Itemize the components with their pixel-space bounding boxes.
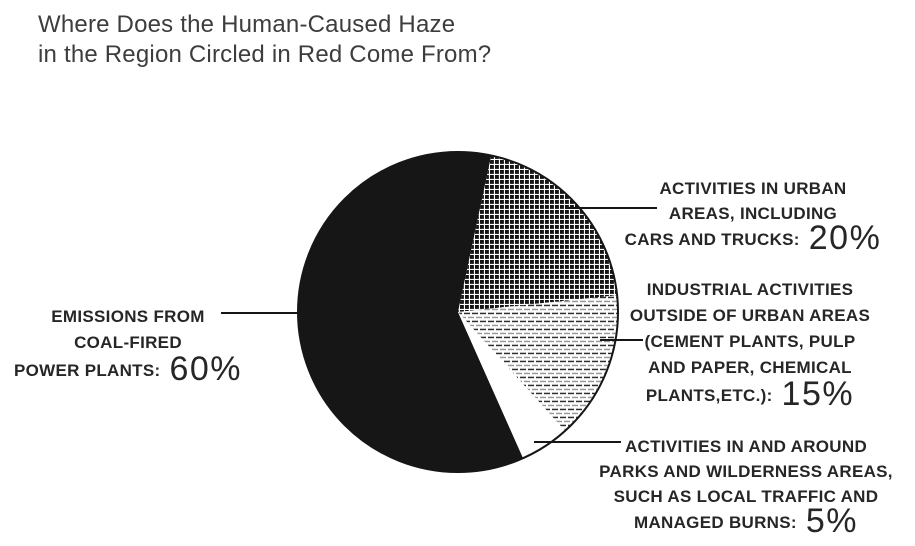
callout-industrial: INDUSTRIAL ACTIVITIES OUTSIDE OF URBAN A… <box>620 277 880 413</box>
callout-coal-line: EMISSIONS FROM <box>51 307 205 326</box>
pie-slice-parks <box>458 312 566 459</box>
callout-urban: ACTIVITIES IN URBAN AREAS, INCLUDING CAR… <box>623 176 883 257</box>
callout-industrial-line: INDUSTRIAL ACTIVITIES <box>646 280 854 299</box>
callout-industrial-line: PLANTS,ETC.): 15% <box>645 375 855 413</box>
chart-title: Where Does the Human-Caused Haze in the … <box>38 10 491 70</box>
callout-parks-line: ACTIVITIES IN AND AROUND <box>624 437 868 456</box>
callout-coal: EMISSIONS FROM COAL-FIRED POWER PLANTS: 6… <box>2 304 254 388</box>
callout-industrial-line: (CEMENT PLANTS, PULP <box>644 332 856 351</box>
callout-parks: ACTIVITIES IN AND AROUND PARKS AND WILDE… <box>598 434 894 540</box>
callout-urban-line: AREAS, INCLUDING <box>668 204 838 223</box>
coal-percentage: 60% <box>169 350 243 388</box>
pie-slice-coal <box>298 152 524 473</box>
urban-percentage: 20% <box>808 219 882 257</box>
callout-parks-line: MANAGED BURNS: 5% <box>633 502 858 540</box>
callout-industrial-line: AND PAPER, CHEMICAL <box>648 358 852 377</box>
pie-slices <box>298 152 618 473</box>
callout-parks-line: PARKS AND WILDERNESS AREAS, <box>599 462 893 481</box>
callout-parks-line: SUCH AS LOCAL TRAFFIC AND <box>613 487 879 506</box>
industrial-percentage: 15% <box>781 375 855 413</box>
callout-urban-line: CARS AND TRUCKS: 20% <box>624 219 882 257</box>
callout-coal-line: POWER PLANTS: 60% <box>13 350 243 388</box>
callout-coal-line: COAL-FIRED <box>74 333 182 352</box>
pie-slice-industrial <box>458 295 618 431</box>
chart-title-line-2: in the Region Circled in Red Come From? <box>38 41 492 68</box>
callout-industrial-line: OUTSIDE OF URBAN AREAS <box>629 306 871 325</box>
pie-slice-urban <box>458 155 618 312</box>
chart-title-line-1: Where Does the Human-Caused Haze <box>38 11 456 38</box>
callout-urban-line: ACTIVITIES IN URBAN <box>659 179 847 198</box>
parks-percentage: 5% <box>805 502 858 540</box>
